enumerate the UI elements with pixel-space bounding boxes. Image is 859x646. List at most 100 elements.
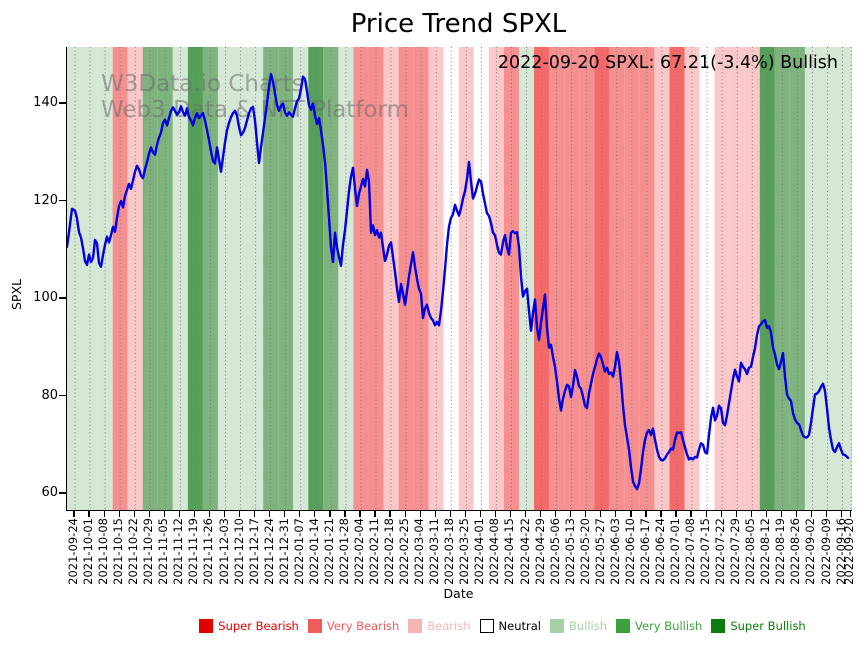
sentiment-band-2022-08-12 bbox=[759, 47, 775, 510]
x-tick-mark bbox=[690, 511, 692, 517]
x-tick-label-2022-09-20: 2022-09-20 bbox=[842, 518, 857, 585]
sentiment-band-2022-02-04 bbox=[353, 47, 369, 510]
y-tick-mark bbox=[59, 199, 66, 202]
sentiment-band-2022-09-20 bbox=[846, 47, 852, 510]
x-tick-label-2022-03-11: 2022-03-11 bbox=[427, 518, 442, 585]
sentiment-band-2022-04-29 bbox=[534, 47, 550, 510]
chart-title: Price Trend SPXL bbox=[350, 9, 567, 39]
y-tick-label-100: 100 bbox=[33, 290, 58, 305]
x-tick-mark bbox=[193, 511, 196, 517]
x-tick-label-2022-03-18: 2022-03-18 bbox=[442, 518, 457, 585]
legend-label: Very Bullish bbox=[635, 619, 703, 633]
x-tick-label-2021-11-26: 2021-11-26 bbox=[201, 518, 216, 585]
sentiment-band-2021-10-15 bbox=[112, 47, 128, 510]
x-tick-label-2022-01-28: 2022-01-28 bbox=[336, 518, 351, 585]
sentiment-band-2021-10-22 bbox=[127, 47, 143, 510]
x-tick-mark bbox=[434, 511, 436, 517]
x-tick-label-2022-06-10: 2022-06-10 bbox=[622, 518, 637, 585]
x-tick-mark bbox=[254, 511, 256, 517]
x-tick-mark bbox=[750, 511, 752, 517]
sentiment-band-2022-04-01 bbox=[473, 47, 489, 510]
x-tick-mark bbox=[238, 511, 241, 517]
sentiment-band-2022-05-06 bbox=[549, 47, 565, 510]
sentiment-band-2022-07-15 bbox=[699, 47, 715, 510]
x-tick-label-2022-04-22: 2022-04-22 bbox=[517, 518, 532, 585]
x-tick-label-2022-06-03: 2022-06-03 bbox=[607, 518, 622, 585]
x-tick-label-2021-11-12: 2021-11-12 bbox=[171, 518, 186, 585]
x-tick-label-2022-01-21: 2022-01-21 bbox=[321, 518, 336, 585]
x-tick-label-2022-02-25: 2022-02-25 bbox=[397, 518, 412, 585]
x-tick-label-2022-08-12: 2022-08-12 bbox=[758, 518, 773, 585]
sentiment-band-2022-07-01 bbox=[669, 47, 685, 510]
x-tick-mark bbox=[208, 511, 211, 517]
sentiment-band-2021-11-05 bbox=[157, 47, 173, 510]
sentiment-band-2022-06-24 bbox=[654, 47, 670, 510]
x-tick-label-2022-03-25: 2022-03-25 bbox=[457, 518, 472, 585]
x-tick-mark bbox=[645, 511, 647, 517]
sentiment-band-2022-02-18 bbox=[383, 47, 399, 510]
x-tick-label-2022-04-15: 2022-04-15 bbox=[502, 518, 517, 585]
sentiment-band-2022-07-08 bbox=[684, 47, 700, 510]
plot-area: W3Data.io Charts Web3 Data & NFT Platfor… bbox=[66, 47, 852, 511]
x-tick-mark bbox=[479, 511, 482, 517]
sentiment-band-2022-03-18 bbox=[443, 47, 459, 510]
x-tick-label-2021-10-29: 2021-10-29 bbox=[141, 518, 156, 585]
sentiment-band-2022-08-26 bbox=[789, 47, 805, 510]
x-tick-label-2021-12-24: 2021-12-24 bbox=[261, 518, 276, 585]
x-tick-mark bbox=[765, 511, 767, 517]
x-tick-mark bbox=[314, 511, 316, 517]
x-tick-label-2022-04-01: 2022-04-01 bbox=[472, 518, 487, 585]
x-tick-mark bbox=[449, 511, 451, 517]
legend-item-bullish: Bullish bbox=[549, 619, 607, 633]
sentiment-band-2022-01-21 bbox=[323, 47, 339, 510]
y-tick-label-140: 140 bbox=[33, 95, 58, 110]
sentiment-band-2022-07-29 bbox=[729, 47, 745, 510]
price-line bbox=[67, 73, 850, 491]
sentiment-band-2022-04-08 bbox=[488, 47, 504, 510]
sentiment-band-2022-06-10 bbox=[624, 47, 640, 510]
x-tick-mark bbox=[840, 511, 843, 517]
sentiment-band-2021-11-12 bbox=[172, 47, 188, 510]
x-tick-mark bbox=[163, 511, 165, 517]
legend-label: Neutral bbox=[498, 619, 541, 633]
legend-swatch-icon bbox=[307, 619, 322, 633]
y-tick-label-80: 80 bbox=[41, 387, 58, 403]
y-axis-label: SPXL bbox=[9, 279, 24, 310]
sentiment-band-2022-05-27 bbox=[594, 47, 610, 510]
legend-swatch-icon bbox=[479, 619, 494, 633]
x-tick-mark bbox=[585, 511, 587, 517]
x-tick-mark bbox=[524, 511, 527, 517]
sentiment-band-2022-01-14 bbox=[308, 47, 324, 510]
legend-item-very-bearish: Very Bearish bbox=[307, 619, 399, 633]
x-tick-mark bbox=[780, 511, 783, 517]
legend-label: Bearish bbox=[427, 619, 471, 633]
sentiment-band-2021-12-10 bbox=[233, 47, 249, 510]
sentiment-band-2021-10-08 bbox=[97, 47, 113, 510]
legend-swatch-icon bbox=[711, 619, 726, 633]
x-tick-mark bbox=[464, 511, 466, 517]
x-tick-label-2022-04-08: 2022-04-08 bbox=[487, 518, 502, 585]
y-tick-label-120: 120 bbox=[33, 192, 58, 208]
x-tick-label-2021-10-08: 2021-10-08 bbox=[96, 518, 111, 585]
sentiment-band-2022-02-25 bbox=[398, 47, 414, 510]
sentiment-band-2022-06-17 bbox=[639, 47, 655, 510]
legend-swatch-icon bbox=[408, 619, 423, 633]
sentiment-band-2022-04-22 bbox=[518, 47, 535, 510]
price-line-canvas bbox=[67, 73, 850, 491]
x-tick-label-2022-08-19: 2022-08-19 bbox=[773, 518, 788, 585]
x-tick-mark bbox=[705, 511, 707, 517]
x-tick-mark bbox=[720, 511, 722, 517]
sentiment-band-2022-06-03 bbox=[609, 47, 625, 510]
sentiment-band-2022-07-22 bbox=[714, 47, 730, 510]
sentiment-band-2022-04-15 bbox=[503, 47, 519, 510]
sentiment-bands-canvas bbox=[67, 47, 852, 510]
legend-label: Super Bullish bbox=[730, 619, 806, 633]
x-tick-label-2022-09-02: 2022-09-02 bbox=[803, 518, 818, 585]
x-tick-label-2022-05-20: 2022-05-20 bbox=[577, 518, 592, 585]
x-tick-label-2022-02-04: 2022-02-04 bbox=[351, 518, 366, 585]
sentiment-band-2022-02-11 bbox=[368, 47, 384, 510]
sentiment-band-2021-12-31 bbox=[278, 47, 294, 510]
sentiment-band-2022-09-09 bbox=[819, 47, 836, 510]
x-tick-label-2022-05-06: 2022-05-06 bbox=[547, 518, 562, 585]
